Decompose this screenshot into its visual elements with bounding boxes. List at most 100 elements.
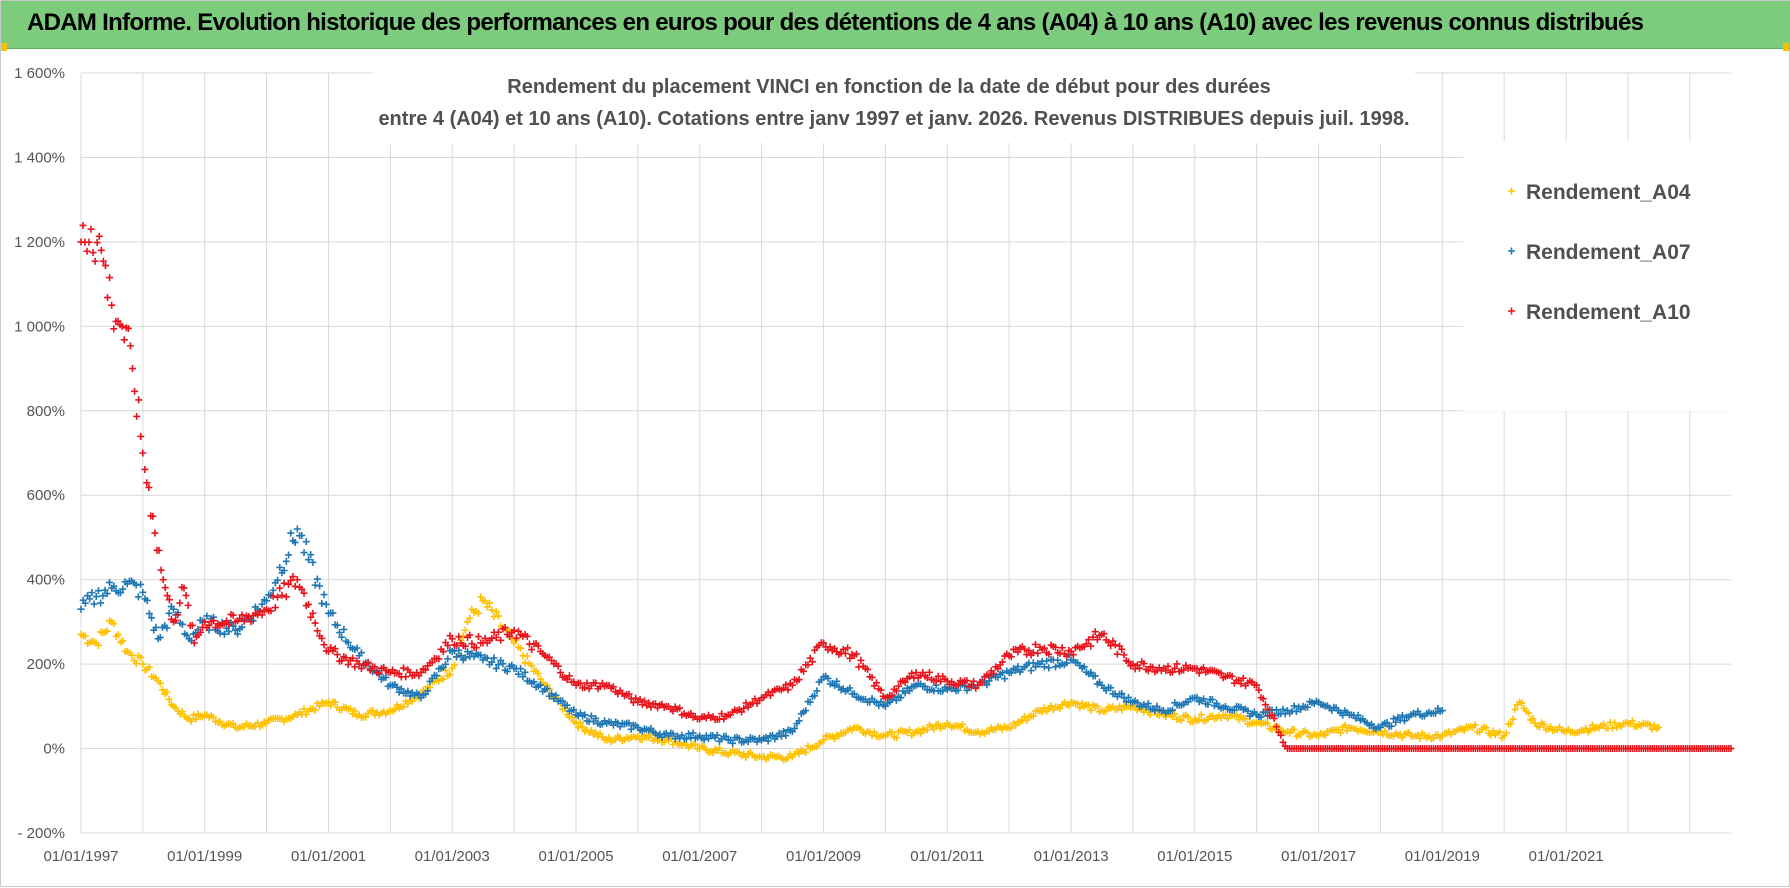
- rendement-a04-point: [521, 659, 529, 667]
- rendement-a07-point: [309, 558, 317, 566]
- rendement-a07-point: [530, 678, 538, 686]
- rendement-a07-point: [1279, 705, 1287, 713]
- rendement-a07-point: [357, 649, 365, 657]
- rendement-a07-point: [340, 625, 348, 633]
- rendement-a10-point: [468, 640, 476, 648]
- rendement-a07-point: [802, 707, 810, 715]
- rendement-a10-point: [293, 576, 301, 584]
- rendement-a07-point: [134, 593, 142, 601]
- rendement-a04-point: [110, 620, 118, 628]
- rendement-a10-point: [287, 576, 295, 584]
- rendement-a10-point: [1237, 680, 1245, 688]
- rendement-a10-point: [1264, 705, 1272, 713]
- rendement-a04-point: [94, 641, 102, 649]
- rendement-a07-point: [1012, 666, 1020, 674]
- rendement-a10-point: [795, 676, 803, 684]
- rendement-a10-point: [309, 609, 317, 617]
- rendement-a10-point: [428, 659, 436, 667]
- rendement-a10-point: [1096, 632, 1104, 640]
- rendement-a10-point: [488, 634, 496, 642]
- rendement-a10-point: [1087, 642, 1095, 650]
- rendement-a04-point: [229, 719, 237, 727]
- rendement-a07-point: [464, 648, 472, 656]
- rendement-a07-point: [302, 538, 310, 546]
- rendement-a07-point: [152, 623, 160, 631]
- rendement-a07-point: [1001, 675, 1009, 683]
- rendement-a10-point: [1045, 650, 1053, 658]
- rendement-a07-point: [167, 603, 175, 611]
- rendement-a04-point: [930, 725, 938, 733]
- rendement-a10-point: [278, 591, 286, 599]
- rendement-a10-point: [474, 633, 482, 641]
- rendement-a04-point: [1502, 729, 1510, 737]
- rendement-a10-point: [101, 262, 109, 270]
- rendement-a04-point: [1076, 704, 1084, 712]
- rendement-a04-point: [570, 718, 578, 726]
- rendement-a07-point: [1257, 713, 1265, 721]
- rendement-a10-point: [1107, 642, 1115, 650]
- rendement-a07-point: [1027, 667, 1035, 675]
- rendement-a10-point: [923, 674, 931, 682]
- rendement-a04-point: [934, 720, 942, 728]
- rendement-a07-point: [282, 557, 290, 565]
- rendement-a10-point: [576, 679, 584, 687]
- rendement-a04-point: [1012, 721, 1020, 729]
- rendement-a10-point: [1082, 640, 1090, 648]
- rendement-a04-point: [715, 744, 723, 752]
- rendement-a07-point: [148, 614, 156, 622]
- rendement-a10-point: [852, 650, 860, 658]
- x-tick-label: 01/01/2015: [1157, 848, 1232, 865]
- rendement-a04-point: [1290, 726, 1298, 734]
- rendement-a07-point: [921, 682, 929, 690]
- rendement-a07-point: [689, 729, 697, 737]
- rendement-a07-point: [581, 711, 589, 719]
- rendement-a07-point: [1432, 709, 1440, 717]
- y-tick-label: 200%: [27, 656, 65, 673]
- rendement-a10-point: [1217, 669, 1225, 677]
- rendement-a04-point: [1535, 723, 1543, 731]
- rendement-a10-point: [565, 672, 573, 680]
- rendement-a07-point: [939, 687, 947, 695]
- rendement-a04-point: [192, 715, 200, 723]
- rendement-a10-point: [1007, 653, 1015, 661]
- rendement-a07-point: [455, 646, 463, 654]
- rendement-a10-point: [786, 679, 794, 687]
- rendement-a07-point: [1118, 690, 1126, 698]
- rendement-a10-point: [601, 682, 609, 690]
- rendement-a10-point: [1111, 641, 1119, 649]
- rendement-a07-point: [1107, 684, 1115, 692]
- rendement-a07-point: [1405, 713, 1413, 721]
- chart-title-background: [373, 63, 1415, 143]
- rendement-a07-point: [1290, 702, 1298, 710]
- rendement-a07-point: [384, 682, 392, 690]
- rendement-a10-point: [366, 666, 374, 674]
- x-tick-label: 01/01/1997: [43, 848, 118, 865]
- rendement-a07-point: [335, 629, 343, 637]
- rendement-a10-point: [625, 690, 633, 698]
- x-axis-ticks: 01/01/1997 01/01/1999 01/01/2001 01/01/2003…: [43, 848, 1603, 865]
- rendement-a07-point: [782, 732, 790, 740]
- rendement-a10-point: [963, 677, 971, 685]
- rendement-a10-point: [1127, 662, 1135, 670]
- rendement-a10-point: [1124, 658, 1132, 666]
- rendement-a10-point: [1228, 672, 1236, 680]
- rendement-a10-point: [1063, 652, 1071, 660]
- rendement-a07-point: [139, 588, 147, 596]
- rendement-a10-point: [784, 686, 792, 694]
- rendement-a10-point: [357, 665, 365, 673]
- rendement-a10-point: [353, 657, 361, 665]
- rendement-a10-point: [133, 412, 141, 420]
- rendement-a04-point: [477, 593, 485, 601]
- rendement-a07-point: [313, 575, 321, 583]
- rendement-a07-point: [517, 665, 525, 673]
- rendement-a10-point: [342, 654, 350, 662]
- rendement-a07-point: [393, 683, 401, 691]
- rendement-a04-point: [1197, 711, 1205, 719]
- rendement-a07-point: [1343, 709, 1351, 717]
- rendement-a04-point: [1652, 725, 1660, 733]
- rendement-a10-point: [172, 617, 180, 625]
- rendement-a10-point: [864, 665, 872, 673]
- rendement-a07-point: [490, 654, 498, 662]
- rendement-a07-point: [269, 586, 277, 594]
- rendement-a07-point: [669, 730, 677, 738]
